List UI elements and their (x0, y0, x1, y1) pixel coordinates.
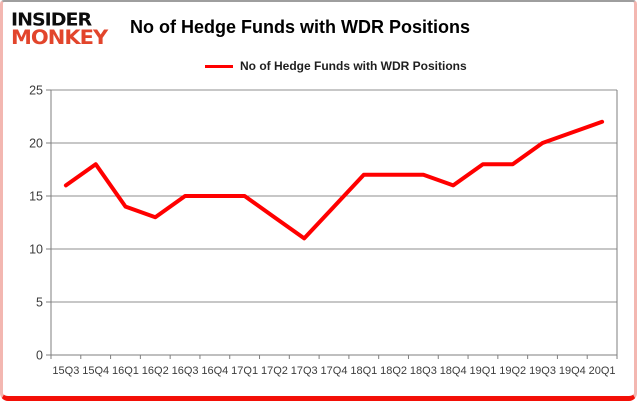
x-tick-label-17Q2: 17Q2 (261, 365, 288, 377)
x-tick-label-15Q3: 15Q3 (52, 365, 79, 377)
x-tick-label-19Q3: 19Q3 (529, 365, 556, 377)
x-tick-label-16Q1: 16Q1 (112, 365, 139, 377)
series-line (63, 119, 605, 241)
y-tick-label-20: 20 (29, 137, 43, 151)
y-tick-label-10: 10 (29, 243, 43, 257)
x-tick-label-16Q2: 16Q2 (142, 365, 169, 377)
x-tick-label-18Q3: 18Q3 (410, 365, 437, 377)
logo-text-insider: INSIDER (11, 9, 92, 30)
x-tick-label-15Q4: 15Q4 (82, 365, 109, 377)
chart-title: No of Hedge Funds with WDR Positions (130, 17, 470, 37)
x-tick-label-17Q3: 17Q3 (291, 365, 318, 377)
x-tick-label-19Q4: 19Q4 (559, 365, 586, 377)
y-tick-label-5: 5 (36, 296, 43, 310)
x-tick-label-17Q4: 17Q4 (321, 365, 348, 377)
y-tick-label-15: 15 (29, 190, 43, 204)
legend-series-label: No of Hedge Funds with WDR Positions (240, 59, 467, 73)
x-tick-label-18Q4: 18Q4 (440, 365, 467, 377)
y-tick-label-25: 25 (29, 84, 43, 98)
x-tick-label-16Q4: 16Q4 (201, 365, 228, 377)
x-tick-label-17Q1: 17Q1 (231, 365, 258, 377)
insider-monkey-logo: INSIDER MONKEY (11, 9, 108, 49)
legend-line-swatch (205, 64, 233, 68)
x-tick-label-19Q2: 19Q2 (499, 365, 526, 377)
x-tick-label-18Q2: 18Q2 (380, 365, 407, 377)
x-tick-label-20Q1: 20Q1 (589, 365, 616, 377)
logo-text-monkey: MONKEY (11, 26, 108, 49)
chart-legend: No of Hedge Funds with WDR Positions (205, 59, 467, 73)
x-tick-label-19Q1: 19Q1 (469, 365, 496, 377)
x-tick-label-18Q1: 18Q1 (350, 365, 377, 377)
y-tick-label-0: 0 (36, 349, 43, 363)
x-tick-label-16Q3: 16Q3 (172, 365, 199, 377)
